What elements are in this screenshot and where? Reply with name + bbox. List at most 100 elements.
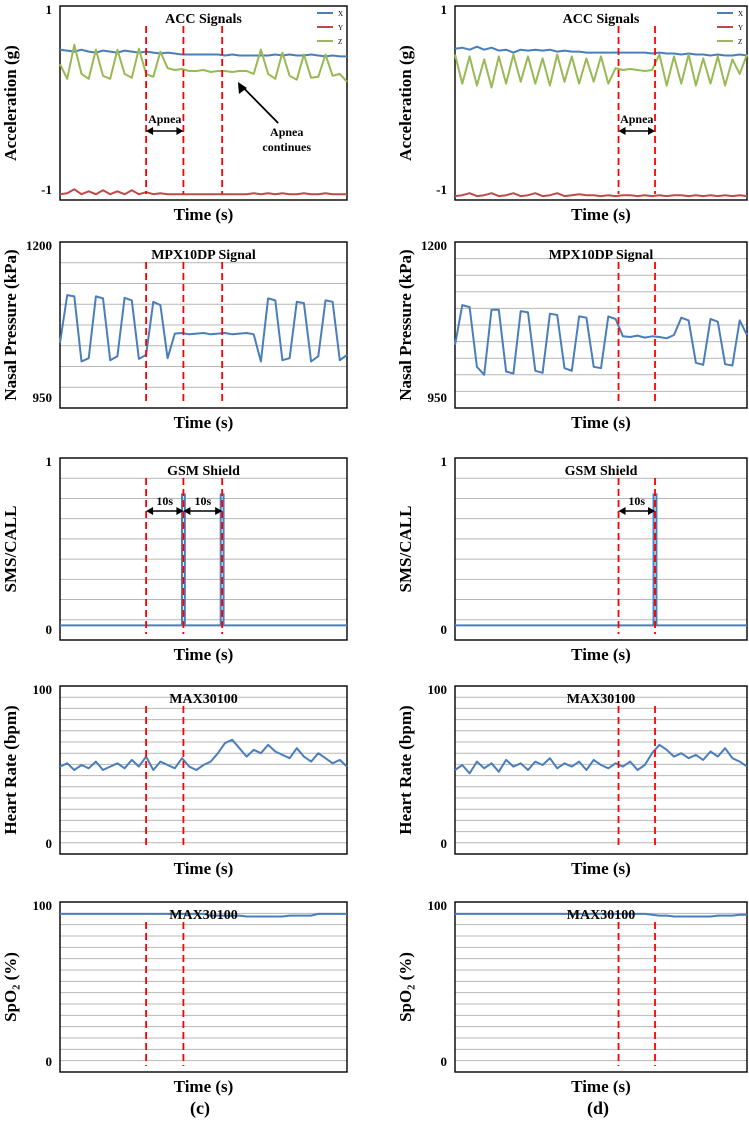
caption-c: (c) (190, 1098, 210, 1119)
series-line-z (454, 53, 748, 89)
arrow-head (183, 507, 191, 515)
x-axis-label: Time (s) (174, 205, 234, 224)
chart-title: ACC Signals (165, 12, 242, 27)
series-line-z (59, 43, 348, 83)
plot-frame (454, 457, 748, 641)
arrow-head (176, 127, 184, 135)
chart-title: MAX30100 (169, 692, 237, 707)
chart-title: MPX10DP Signal (549, 248, 654, 263)
annotation-text: Apnea (148, 112, 181, 126)
y-tick-label: 0 (441, 836, 448, 851)
arrow-head (237, 82, 247, 94)
chart-c-0: ACC Signals Time (s) Acceleration (g) 1 -1 XY… (1, 2, 348, 224)
y-tick-label: 1 (46, 2, 53, 17)
arrow-head (648, 127, 656, 135)
y-tick-label: 950 (428, 390, 448, 405)
legend-label: Z (338, 38, 342, 46)
annotation-text: continues (262, 140, 311, 154)
y-tick-label: 0 (46, 1054, 53, 1069)
y-tick-label: 950 (33, 390, 53, 405)
y-axis-label: SpO₂ (%) (1, 952, 20, 1022)
plot-frame (454, 241, 748, 409)
chart-d-1: MPX10DP Signal Time (s) Nasal Pressure (kP… (396, 238, 748, 432)
x-axis-label: Time (s) (571, 413, 631, 432)
chart-title: GSM Shield (167, 464, 240, 479)
y-axis-label: Heart Rate (bpm) (396, 705, 415, 834)
series-line-pressure (454, 304, 748, 376)
y-axis-label: Nasal Pressure (kPa) (1, 249, 20, 400)
plot-frame (454, 901, 748, 1073)
interval-label: 10s (156, 494, 173, 508)
chart-title: MAX30100 (169, 908, 237, 923)
y-tick-label: 1 (441, 454, 448, 469)
interval-label: 10s (628, 494, 645, 508)
chart-title: MAX30100 (567, 908, 635, 923)
x-axis-label: Time (s) (174, 645, 234, 664)
chart-c-1: MPX10DP Signal Time (s) Nasal Pressure (kP… (1, 238, 348, 432)
series-line-spo2 (60, 912, 347, 918)
chart-c-2: GSM Shield Time (s) SMS/CALL 1 0 10s 10s (1, 454, 348, 664)
chart-title: GSM Shield (565, 464, 638, 479)
plot-frame (59, 241, 348, 409)
x-axis-label: Time (s) (174, 413, 234, 432)
chart-title: MAX30100 (567, 692, 635, 707)
chart-title: MPX10DP Signal (151, 248, 256, 263)
y-tick-label: -1 (41, 182, 52, 197)
plot-frame (59, 901, 348, 1073)
y-tick-label: 1200 (421, 238, 447, 253)
chart-d-4: MAX30100 Time (s) SpO₂ (%) 100 0 (396, 898, 748, 1096)
x-axis-label: Time (s) (571, 1077, 631, 1096)
x-axis-label: Time (s) (571, 205, 631, 224)
x-axis-label: Time (s) (571, 859, 631, 878)
series-line-pressure (59, 294, 348, 363)
series-line-heart-rate (454, 743, 748, 775)
plot-frame (454, 5, 748, 201)
series-line-x (59, 48, 347, 58)
y-tick-label: 100 (428, 682, 448, 697)
legend-label: X (738, 10, 743, 18)
y-axis-label: Acceleration (g) (396, 45, 415, 161)
plot-frame (59, 457, 348, 641)
chart-d-3: MAX30100 Time (s) Heart Rate (bpm) 100 0 (396, 682, 748, 878)
y-tick-label: 0 (441, 1054, 448, 1069)
x-axis-label: Time (s) (174, 1077, 234, 1096)
arrow-head (618, 507, 626, 515)
series-line-heart-rate (59, 738, 348, 771)
y-tick-label: 0 (441, 622, 448, 637)
y-axis-label: SMS/CALL (1, 506, 20, 593)
arrow-head (618, 127, 626, 135)
annotation-text: Apnea (620, 112, 653, 126)
arrow-head (215, 507, 223, 515)
series-line-x (454, 45, 748, 57)
x-axis-label: Time (s) (571, 645, 631, 664)
arrow-head (146, 507, 154, 515)
y-axis-label: Nasal Pressure (kPa) (396, 249, 415, 400)
y-axis-label: SMS/CALL (396, 506, 415, 593)
legend-label: Y (338, 24, 343, 32)
y-tick-label: 100 (428, 898, 448, 913)
series-line-spo2 (455, 912, 747, 918)
y-tick-label: -1 (436, 182, 447, 197)
chart-d-2: GSM Shield Time (s) SMS/CALL 1 0 10s (396, 454, 748, 664)
y-tick-label: 100 (33, 682, 53, 697)
arrow-head (648, 507, 656, 515)
legend-label: X (338, 10, 343, 18)
legend-label: Y (738, 24, 743, 32)
y-axis-label: Heart Rate (bpm) (1, 705, 20, 834)
chart-d-0: ACC Signals Time (s) Acceleration (g) 1 -1 XY… (396, 2, 748, 224)
series-line-y (59, 188, 347, 196)
interval-label: 10s (194, 494, 211, 508)
y-tick-label: 0 (46, 836, 53, 851)
arrow-head (146, 127, 154, 135)
chart-c-3: MAX30100 Time (s) Heart Rate (bpm) 100 0 (1, 682, 348, 878)
y-axis-label: SpO₂ (%) (396, 952, 415, 1022)
chart-c-4: MAX30100 Time (s) SpO₂ (%) 100 0 (1, 898, 348, 1096)
y-tick-label: 1200 (26, 238, 52, 253)
y-axis-label: Acceleration (g) (1, 45, 20, 161)
y-tick-label: 1 (46, 454, 53, 469)
annotation-arrow (243, 87, 279, 124)
y-tick-label: 1 (441, 2, 448, 17)
arrow-head (176, 507, 184, 515)
chart-title: ACC Signals (563, 12, 640, 27)
